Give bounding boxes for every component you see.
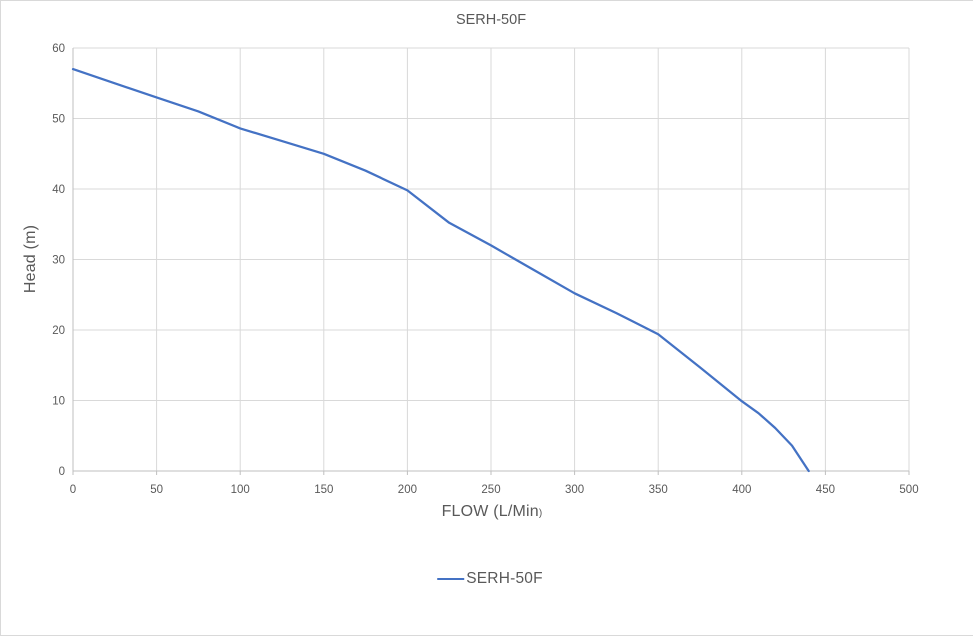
x-tick-label: 400	[732, 484, 751, 496]
x-tick-label: 300	[565, 484, 584, 496]
y-tick-label: 30	[52, 255, 65, 267]
legend-series-label: SERH-50F	[466, 570, 543, 587]
x-tick-label: 150	[314, 484, 333, 496]
y-axis-title: Head (m)	[22, 224, 39, 294]
x-axis-title: FLOW (L/Min)	[442, 503, 543, 521]
series-line-serh-50f	[71, 67, 810, 473]
chart-title: SERH-50F	[455, 12, 527, 28]
y-tick-label: 40	[52, 184, 65, 196]
x-axis-title-paren: )	[538, 508, 543, 519]
x-tick-label: 500	[899, 484, 918, 496]
legend: SERH-50F	[437, 570, 543, 588]
legend-line-swatch	[437, 578, 465, 580]
y-tick-label: 10	[52, 396, 65, 408]
x-tick-label: 100	[231, 484, 250, 496]
x-tick-label: 50	[150, 484, 163, 496]
y-tick-label: 0	[59, 466, 65, 478]
x-tick-label: 200	[398, 484, 417, 496]
x-axis-title-text: FLOW (L/Min	[441, 503, 539, 520]
y-tick-label: 20	[52, 325, 65, 337]
x-tick-label: 350	[649, 484, 668, 496]
x-tick-label: 0	[70, 484, 76, 496]
x-tick-label: 450	[816, 484, 835, 496]
y-tick-label: 50	[52, 114, 65, 126]
x-tick-label: 250	[481, 484, 500, 496]
y-tick-label: 60	[52, 43, 65, 55]
